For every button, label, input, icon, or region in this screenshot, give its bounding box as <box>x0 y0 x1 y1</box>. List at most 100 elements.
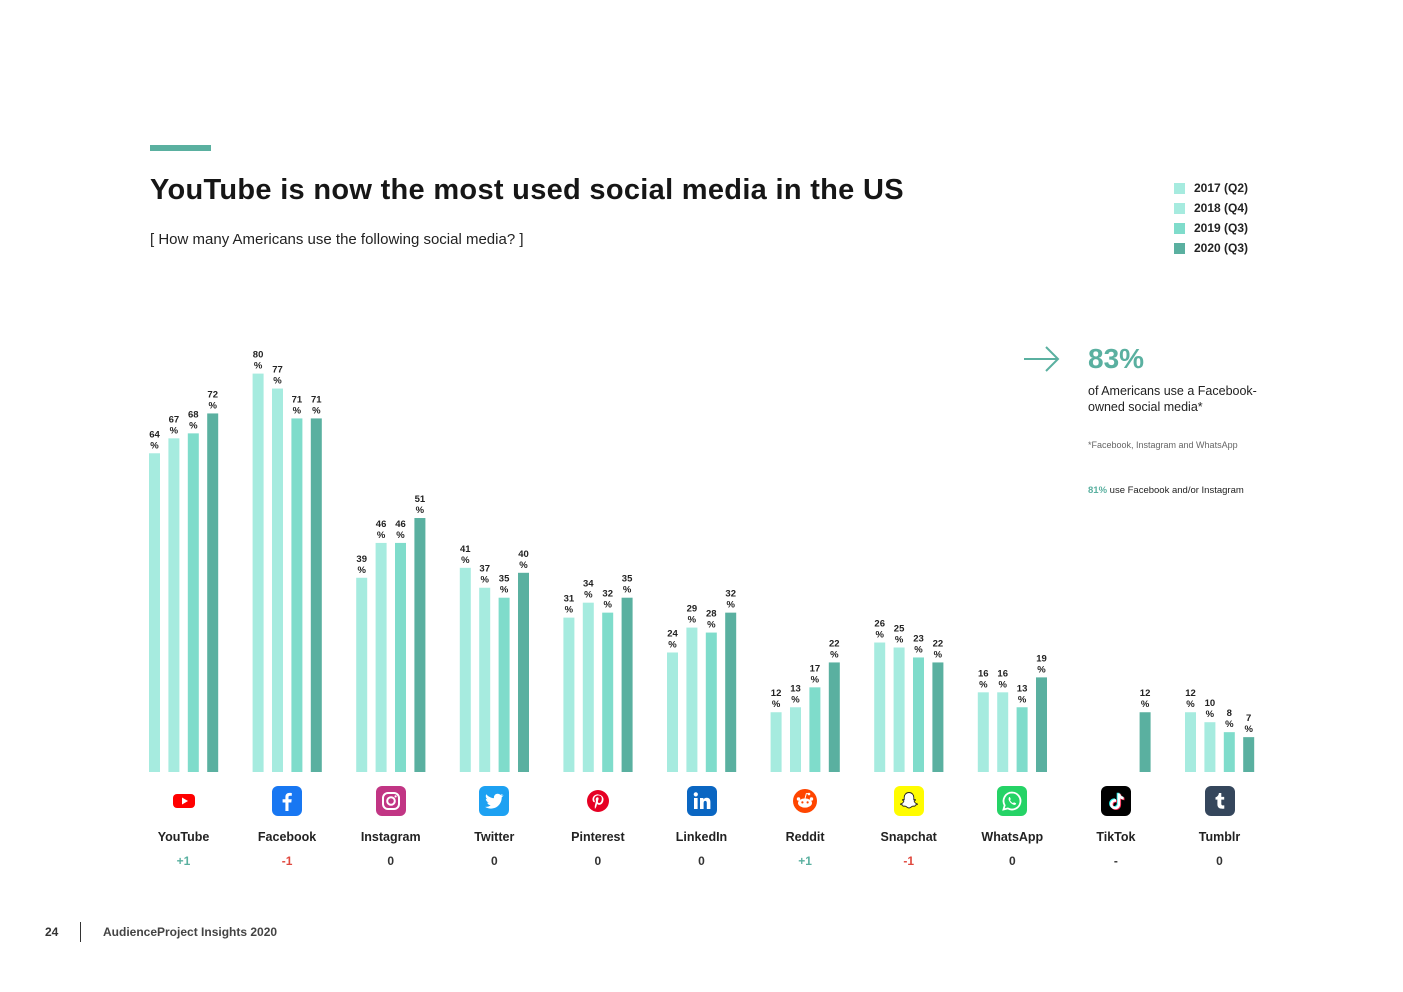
platform-youtube: YouTube +1 <box>124 786 244 868</box>
bar-label-twitter-2020: 40% <box>518 549 529 571</box>
platform-rank-change: -1 <box>903 854 915 868</box>
bar-group-snapchat: 26 % 25% 23 % 22% <box>874 619 944 772</box>
legend-swatch-2018 <box>1174 202 1185 214</box>
legend-item-2017: 2017 (Q2) <box>1174 178 1248 198</box>
platform-rank-change: 0 <box>490 854 498 868</box>
bar-facebook-2020 <box>310 418 322 772</box>
accent-line <box>150 145 211 151</box>
platform-name: LinkedIn <box>675 830 728 844</box>
platform-snapchat: Snapchat -1 <box>849 786 969 868</box>
bar-label-whatsapp-2020: 19% <box>1036 653 1047 675</box>
platform-name: Twitter <box>474 830 515 844</box>
bar-label-reddit-2020: 22% <box>829 638 840 660</box>
bar-group-instagram: 39 % 46 % 46 % 51% <box>356 494 426 772</box>
instagram-icon <box>375 786 406 816</box>
platform-name: Pinterest <box>571 830 625 844</box>
bar-label-linkedin-2018: 29% <box>687 604 698 626</box>
bar-linkedin-2017 <box>667 652 678 772</box>
legend-label-2018: 2018 (Q4) <box>1194 201 1249 215</box>
platform-rank-change: 0 <box>1008 854 1016 868</box>
bar-facebook-2017 <box>252 373 264 772</box>
stat-note: 81% use Facebook and/or Instagram <box>1088 485 1244 496</box>
legend-label-2020: 2020 (Q3) <box>1194 241 1249 255</box>
bar-label-twitter-2019: 35% <box>499 574 510 596</box>
bar-reddit-2019 <box>809 687 821 772</box>
stat-value: 83% <box>1088 343 1145 374</box>
bar-whatsapp-2017 <box>977 692 989 772</box>
bar-instagram-2019 <box>395 542 406 772</box>
platform-name: Instagram <box>360 830 421 844</box>
bar-twitter-2018 <box>479 587 491 772</box>
bar-label-whatsapp-2017: 16% <box>978 668 989 690</box>
bar-label-snapchat-2018: 25% <box>894 624 905 646</box>
bar-tumblr-2018 <box>1204 722 1216 772</box>
bar-instagram-2017 <box>356 577 368 772</box>
bar-label-twitter-2017: 41% <box>460 544 471 566</box>
platform-name: Tumblr <box>1198 830 1241 844</box>
reddit-icon <box>790 786 821 816</box>
bar-youtube-2020 <box>207 413 219 772</box>
bar-label-youtube-2020: 72% <box>207 389 218 411</box>
bar-facebook-2018 <box>272 388 283 772</box>
platform-rank-change: 0 <box>387 854 395 868</box>
bar-snapchat-2019 <box>913 657 924 772</box>
bar-tumblr-2017 <box>1185 712 1196 772</box>
bar-label-facebook-2017: 80% <box>253 350 264 372</box>
bar-facebook-2019 <box>291 418 303 772</box>
bar-label-tumblr-2018: 10% <box>1205 698 1216 720</box>
platform-tumblr: Tumblr 0 <box>1160 786 1280 868</box>
bar-instagram-2018 <box>375 542 387 772</box>
stat-footnote: *Facebook, Instagram and WhatsApp <box>1088 440 1238 450</box>
platform-name: Reddit <box>785 830 825 844</box>
bar-label-tumblr-2019: 8% <box>1225 708 1234 730</box>
bar-linkedin-2018 <box>686 627 698 772</box>
platform-rank-change: +1 <box>798 854 812 868</box>
bar-label-pinterest-2017: 31% <box>564 594 575 616</box>
bar-twitter-2017 <box>459 567 471 772</box>
bar-label-snapchat-2020: 22% <box>933 638 944 660</box>
legend-item-2020: 2020 (Q3) <box>1174 238 1248 258</box>
bar-label-instagram-2017: 39% <box>356 554 367 576</box>
platform-linkedin: LinkedIn 0 <box>642 786 762 868</box>
footer-divider <box>80 922 81 942</box>
platform-reddit: Reddit +1 <box>745 786 865 868</box>
bar-linkedin-2019 <box>705 632 717 772</box>
bar-label-facebook-2018: 77% <box>272 365 283 387</box>
bar-reddit-2020 <box>828 662 840 772</box>
legend-swatch-2019 <box>1174 222 1185 234</box>
bar-label-linkedin-2020: 32% <box>725 589 736 611</box>
bar-pinterest-2020 <box>621 597 633 772</box>
bar-group-youtube: 64 % 67 % 68 % 72% <box>149 389 219 772</box>
bar-group-tiktok: 12% <box>1139 688 1151 772</box>
bar-label-youtube-2018: 67% <box>169 414 180 436</box>
bar-label-tumblr-2017: 12% <box>1185 688 1196 710</box>
platform-name: YouTube <box>157 830 210 844</box>
legend-item-2018: 2018 (Q4) <box>1174 198 1248 218</box>
platform-facebook: Facebook -1 <box>227 786 347 868</box>
bar-instagram-2020 <box>414 518 426 772</box>
legend-label-2019: 2019 (Q3) <box>1194 221 1249 235</box>
platform-name: Snapchat <box>880 830 937 844</box>
bar-label-snapchat-2019: 23% <box>913 633 924 655</box>
bar-tumblr-2019 <box>1223 732 1235 772</box>
platform-name: WhatsApp <box>981 830 1044 844</box>
bar-tumblr-2020 <box>1243 737 1255 772</box>
whatsapp-icon <box>997 786 1028 816</box>
bar-label-instagram-2019: 46% <box>395 519 406 541</box>
bar-label-pinterest-2019: 32% <box>602 589 613 611</box>
bar-pinterest-2019 <box>602 612 614 772</box>
platform-name: Facebook <box>257 830 317 844</box>
bar-whatsapp-2020 <box>1036 677 1047 772</box>
bar-snapchat-2017 <box>874 642 886 772</box>
platform-instagram: Instagram 0 <box>331 786 451 868</box>
platform-twitter: Twitter 0 <box>434 786 554 868</box>
bar-reddit-2018 <box>790 707 801 772</box>
legend-swatch-2017 <box>1174 182 1185 194</box>
publication-title: AudienceProject Insights 2020 <box>103 925 278 939</box>
page-subtitle: [ How many Americans use the following s… <box>150 231 524 248</box>
platform-name: TikTok <box>1096 830 1136 844</box>
bar-pinterest-2018 <box>582 602 594 772</box>
bar-label-facebook-2019: 71% <box>292 394 303 416</box>
bar-group-linkedin: 24 % 29 % 28 % 32% <box>667 589 737 772</box>
bar-group-pinterest: 31 % 34% 32 % 35% <box>563 574 633 772</box>
